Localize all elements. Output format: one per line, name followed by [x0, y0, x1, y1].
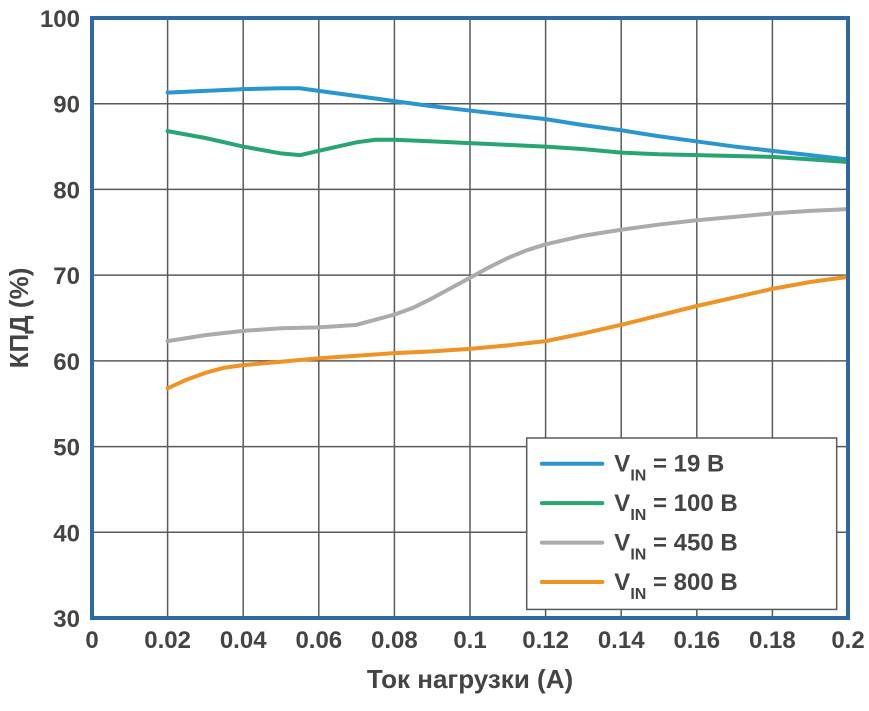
- y-tick-label: 70: [53, 263, 80, 290]
- x-tick-label: 0.1: [453, 627, 486, 654]
- efficiency-line-chart: VIN = 19 ВVIN = 100 ВVIN = 450 ВVIN = 80…: [0, 0, 869, 711]
- y-tick-label: 80: [53, 177, 80, 204]
- x-tick-label: 0.04: [220, 627, 267, 654]
- y-tick-label: 50: [53, 435, 80, 462]
- efficiency-chart-container: VIN = 19 ВVIN = 100 ВVIN = 450 ВVIN = 80…: [0, 0, 869, 711]
- x-tick-label: 0.06: [295, 627, 342, 654]
- y-tick-label: 100: [40, 6, 80, 33]
- y-tick-label: 30: [53, 606, 80, 633]
- y-axis-title: КПД (%): [4, 268, 34, 369]
- y-tick-label: 40: [53, 520, 80, 547]
- x-axis-title: Ток нагрузки (А): [367, 664, 573, 694]
- y-tick-label: 90: [53, 92, 80, 119]
- x-tick-label: 0.16: [673, 627, 720, 654]
- x-tick-label: 0.12: [522, 627, 569, 654]
- x-tick-label: 0.14: [598, 627, 645, 654]
- y-tick-label: 60: [53, 349, 80, 376]
- x-tick-label: 0.02: [144, 627, 191, 654]
- x-tick-label: 0: [85, 627, 98, 654]
- x-tick-label: 0.2: [831, 627, 864, 654]
- x-tick-label: 0.08: [371, 627, 418, 654]
- x-tick-label: 0.18: [749, 627, 796, 654]
